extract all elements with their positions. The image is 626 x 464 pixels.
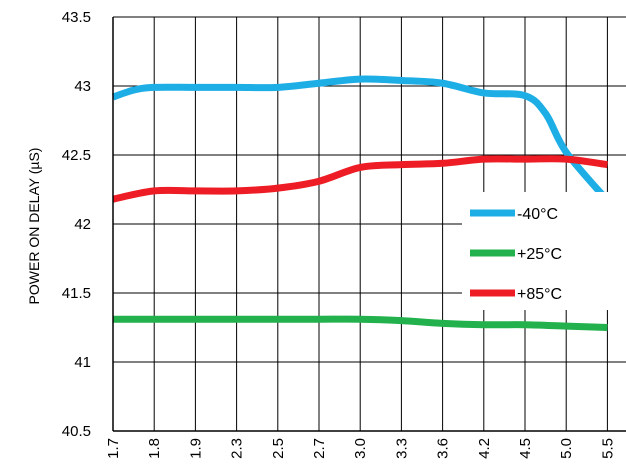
y-tick-label: 42 (74, 216, 91, 233)
series-line-2 (112, 155, 608, 203)
x-tick-label: 3.3 (393, 438, 410, 459)
legend-label: +25°C (517, 246, 562, 263)
x-tick-label: 3.0 (352, 438, 369, 459)
y-tick-label: 41.5 (62, 285, 91, 302)
x-tick-label: 3.6 (435, 438, 452, 459)
x-tick-label: 1.8 (146, 438, 163, 459)
x-tick-label: 5.5 (599, 438, 616, 459)
y-axis-label: POWER ON DELAY (µS) (26, 148, 42, 305)
x-tick-label: 2.3 (229, 438, 246, 459)
series-line-0 (111, 75, 611, 203)
x-tick-label: 4.2 (476, 438, 493, 459)
axes: 40.5 41 41.5 42 42.5 43 43.5 1.7 1.8 1.9 2.3 2.5 2.7… (62, 9, 626, 459)
x-tick-label: 1.7 (105, 438, 122, 459)
x-tick-label: 4.5 (517, 438, 534, 459)
y-tick-label: 41 (74, 354, 91, 371)
y-tick-label: 43 (74, 78, 91, 95)
legend: -40°C +25°C +85°C (462, 192, 626, 310)
x-tick-label: 1.9 (187, 438, 204, 459)
y-tick-label: 43.5 (62, 9, 91, 26)
x-tick-label: 2.5 (270, 438, 287, 459)
x-tick-label: 2.7 (311, 438, 328, 459)
x-tick-label: 5.0 (558, 438, 575, 459)
y-tick-label: 40.5 (62, 423, 91, 440)
legend-label: +85°C (517, 286, 562, 303)
series-lines (111, 75, 611, 331)
y-tick-label: 42.5 (62, 147, 91, 164)
series-line-1 (113, 315, 608, 331)
legend-label: -40°C (517, 206, 558, 223)
